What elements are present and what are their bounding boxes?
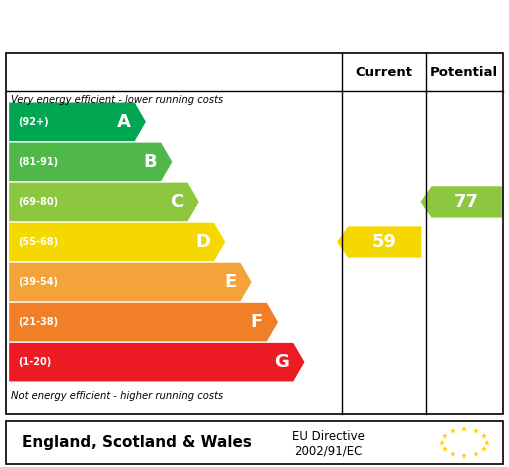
Polygon shape	[9, 103, 146, 141]
Text: Energy Efficiency Rating: Energy Efficiency Rating	[92, 13, 417, 36]
Polygon shape	[9, 142, 173, 181]
Text: (92+): (92+)	[18, 117, 49, 127]
Text: EU Directive: EU Directive	[292, 430, 365, 443]
Text: (21-38): (21-38)	[18, 317, 59, 327]
Bar	[6, 421, 503, 464]
Text: B: B	[144, 153, 157, 171]
Polygon shape	[9, 343, 304, 382]
Text: Potential: Potential	[430, 66, 498, 79]
Text: 59: 59	[372, 233, 397, 251]
Text: E: E	[224, 273, 236, 291]
Polygon shape	[337, 226, 421, 258]
Text: (69-80): (69-80)	[18, 197, 59, 207]
Text: Current: Current	[355, 66, 412, 79]
Text: A: A	[117, 113, 131, 131]
Polygon shape	[9, 303, 278, 341]
Text: G: G	[274, 353, 289, 371]
Text: (81-91): (81-91)	[18, 157, 59, 167]
Text: England, Scotland & Wales: England, Scotland & Wales	[22, 435, 252, 450]
Text: (39-54): (39-54)	[18, 277, 59, 287]
Polygon shape	[420, 186, 502, 218]
Polygon shape	[9, 223, 225, 261]
Text: Not energy efficient - higher running costs: Not energy efficient - higher running co…	[11, 391, 223, 401]
Text: 77: 77	[454, 193, 479, 211]
Polygon shape	[9, 183, 199, 221]
Text: C: C	[170, 193, 183, 211]
Text: F: F	[250, 313, 263, 331]
Text: 2002/91/EC: 2002/91/EC	[294, 444, 362, 457]
Polygon shape	[9, 263, 251, 301]
Text: D: D	[195, 233, 210, 251]
Text: (1-20): (1-20)	[18, 357, 51, 367]
Text: (55-68): (55-68)	[18, 237, 59, 247]
Text: Very energy efficient - lower running costs: Very energy efficient - lower running co…	[11, 95, 223, 105]
